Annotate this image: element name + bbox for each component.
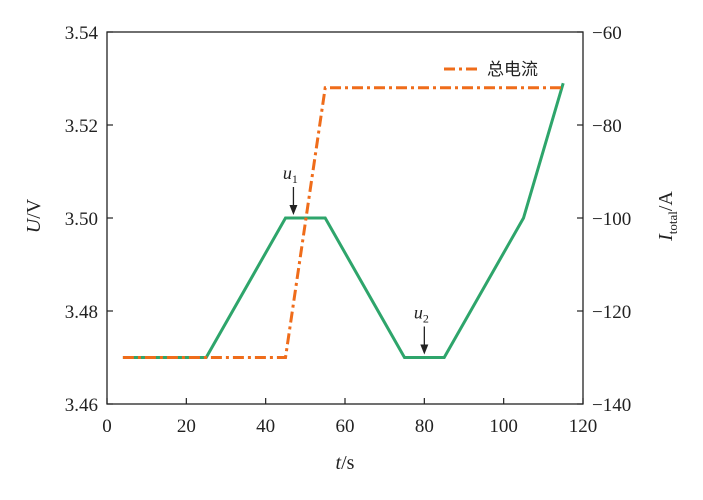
right-y-axis-label-sep: / [655, 205, 677, 211]
x-tick-label: 60 [336, 416, 355, 437]
x-tick-label: 40 [256, 416, 275, 437]
x-axis-label: t/s [336, 452, 355, 474]
annotation-arrow-head [420, 344, 429, 355]
x-axis-label-unit: s [347, 452, 355, 474]
left-y-axis-label: U/V [23, 198, 45, 233]
x-axis-label-var: t [336, 452, 342, 474]
right-y-tick-label: −80 [592, 116, 622, 137]
left-y-tick-label: 3.52 [65, 116, 98, 137]
right-y-tick-label: −60 [592, 23, 622, 44]
left-y-axis-ticks: 3.46 3.48 3.50 3.52 3.54 [65, 23, 113, 416]
annotation-label: u2 [414, 303, 429, 326]
right-y-axis-ticks: −140 −120 −100 −80 −60 [577, 23, 631, 416]
x-tick-label: 100 [489, 416, 518, 437]
annotation-label-sub: 1 [292, 172, 298, 186]
right-y-axis-label-unit: A [655, 191, 677, 206]
annotation-u2: u2 [414, 303, 429, 355]
left-y-tick-label: 3.50 [65, 209, 98, 230]
annotation-label: u1 [283, 163, 298, 186]
x-tick-label: 120 [569, 416, 598, 437]
right-y-tick-label: −100 [592, 209, 631, 230]
voltage-series-line [122, 82, 565, 359]
right-y-tick-label: −120 [592, 302, 631, 323]
legend: 总电流 [444, 60, 538, 80]
legend-entry-label: 总电流 [487, 60, 538, 80]
current-series-line [122, 86, 564, 359]
annotation-u1: u1 [283, 163, 298, 215]
right-y-tick-label: −140 [592, 395, 631, 416]
annotation-label-sub: 2 [423, 312, 429, 326]
right-y-axis-label-var: I [655, 233, 677, 242]
left-y-tick-label: 3.54 [65, 23, 99, 44]
left-y-tick-label: 3.46 [65, 395, 98, 416]
x-axis-ticks: 0 20 40 60 80 100 120 [102, 398, 597, 437]
left-y-axis-label-unit: V [23, 198, 45, 213]
x-tick-label: 20 [177, 416, 196, 437]
annotation-arrow-head [289, 205, 298, 215]
x-tick-label: 0 [102, 416, 112, 437]
left-y-axis-label-sep: / [23, 213, 45, 219]
left-y-axis-label-var: U [23, 217, 45, 233]
left-y-tick-label: 3.48 [65, 302, 98, 323]
right-y-axis-label: Itotal/A [655, 191, 680, 242]
series-layer [122, 82, 565, 359]
annotation-label-base: u [283, 163, 292, 183]
annotation-label-base: u [414, 303, 423, 323]
x-tick-label: 80 [415, 416, 434, 437]
right-y-axis-label-sub: total [665, 211, 680, 234]
x-axis-label-sep: / [341, 452, 347, 474]
